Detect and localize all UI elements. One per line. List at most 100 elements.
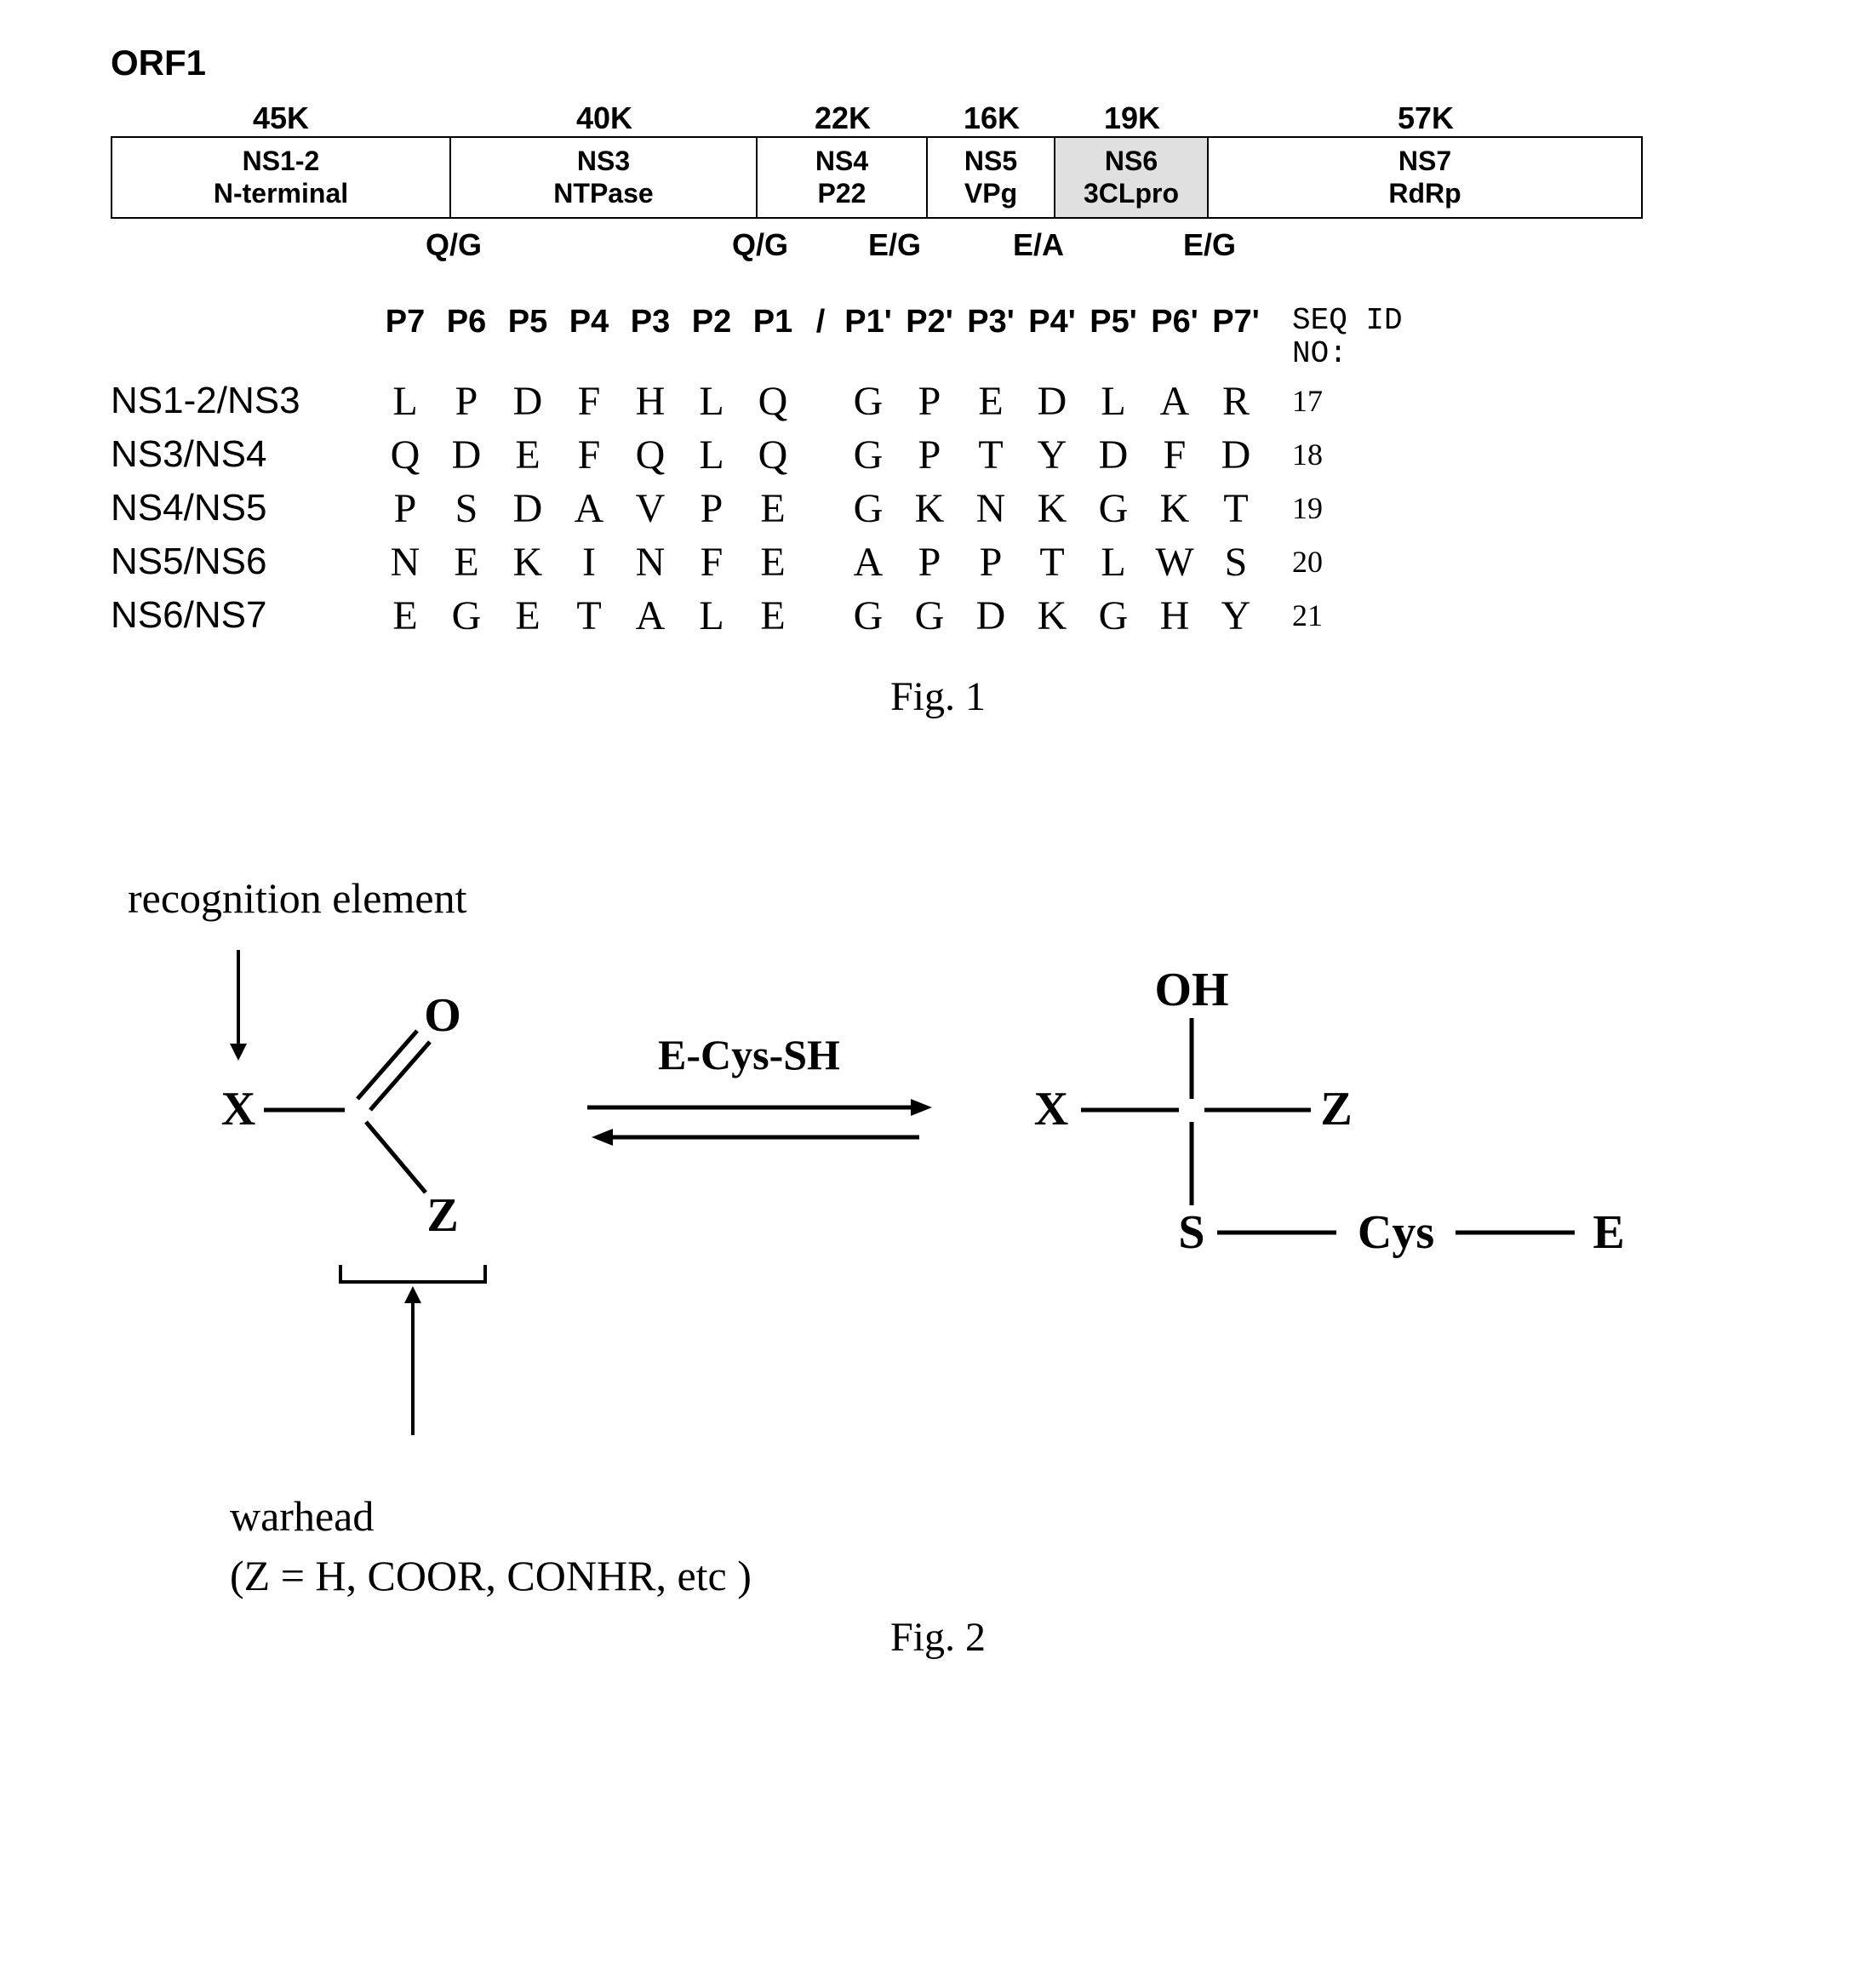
residue: F [558, 432, 620, 478]
sequence-row: NS1-2/NS3LPDFHLQGPEDLAR17 [111, 378, 1833, 425]
residue: E [375, 592, 436, 639]
protein-box: NS7RdRp [1209, 136, 1643, 219]
residue: P [899, 378, 960, 425]
residue: E [742, 485, 804, 532]
residue: K [899, 485, 960, 532]
protein-name: NS7 [1212, 145, 1638, 177]
residue: D [960, 592, 1021, 639]
seqid: 17 [1292, 383, 1323, 419]
right-OH: OH [1154, 964, 1228, 1016]
pos-slash: / [804, 304, 838, 371]
residue: D [497, 378, 558, 425]
protein-name: NS5 [931, 145, 1050, 177]
residue: S [436, 485, 497, 532]
fig1-caption: Fig. 1 [43, 673, 1833, 720]
residue: P [681, 485, 742, 532]
residue: L [681, 592, 742, 639]
protein-box: NS4P22 [758, 136, 928, 219]
residue: K [1021, 592, 1083, 639]
orf1-title: ORF1 [111, 43, 1833, 83]
recognition-label: recognition element [128, 873, 466, 923]
sequence-alignment: P7P6P5P4P3P2P1/P1'P2'P3'P4'P5'P6'P7'SEQ … [111, 304, 1833, 639]
residue: G [838, 432, 899, 478]
protein-name: NS1-2 [116, 145, 446, 177]
residue: L [681, 432, 742, 478]
residue: G [1083, 485, 1144, 532]
pos-header: P5' [1083, 304, 1144, 371]
seqid: 21 [1292, 598, 1323, 633]
size-labels-row: 45K40K22K16K19K57K [111, 100, 1833, 136]
pos-header: P3 [620, 304, 681, 371]
residue: L [1083, 539, 1144, 586]
pos-header: P4 [558, 304, 620, 371]
residue: P [899, 432, 960, 478]
protein-desc: P22 [761, 177, 923, 209]
residue: F [681, 539, 742, 586]
residue: A [1144, 378, 1205, 425]
figure-1: ORF1 45K40K22K16K19K57K NS1-2N-terminal N… [43, 43, 1833, 720]
position-headers: P7P6P5P4P3P2P1/P1'P2'P3'P4'P5'P6'P7'SEQ … [111, 304, 1833, 371]
residue: G [1083, 592, 1144, 639]
residue: T [1021, 539, 1083, 586]
pos-header: P2 [681, 304, 742, 371]
left-X: X [221, 1083, 255, 1136]
pos-header: P3' [960, 304, 1021, 371]
residue: L [375, 378, 436, 425]
cleavage-site-label: E/G [1183, 227, 1236, 263]
seq-label: NS3/NS4 [111, 433, 375, 476]
residue: H [1144, 592, 1205, 639]
warhead-bracket [340, 1265, 485, 1282]
left-Z: Z [426, 1189, 458, 1242]
residue: E [497, 592, 558, 639]
protein-box: NS5VPg [928, 136, 1055, 219]
reaction-scheme: X O Z E-Cys-SH X OH Z S [128, 924, 1660, 1435]
pos-header: P1' [838, 304, 899, 371]
eq-arrow-top-head [911, 1099, 932, 1116]
residue: E [742, 539, 804, 586]
cleavage-site-label: Q/G [426, 227, 482, 263]
seq-label: NS4/NS5 [111, 487, 375, 529]
residue: E [436, 539, 497, 586]
residue: A [620, 592, 681, 639]
seqid-header: SEQ IDNO: [1292, 304, 1403, 371]
protein-name: NS6 [1059, 145, 1204, 177]
residue: N [375, 539, 436, 586]
residue: D [1083, 432, 1144, 478]
pos-header: P6 [436, 304, 497, 371]
seqid: 19 [1292, 490, 1323, 526]
left-O: O [424, 989, 461, 1042]
pos-header: P4' [1021, 304, 1083, 371]
residue: V [620, 485, 681, 532]
bond-c-z [366, 1122, 426, 1193]
pos-header: P1 [742, 304, 804, 371]
residue: A [838, 539, 899, 586]
residue: D [1021, 378, 1083, 425]
size-label: 19K [1055, 100, 1209, 136]
residue: Y [1021, 432, 1083, 478]
fig2-caption: Fig. 2 [43, 1614, 1833, 1661]
reagent-text: E-Cys-SH [658, 1031, 840, 1078]
protein-desc: 3CLpro [1059, 177, 1204, 209]
residue: T [960, 432, 1021, 478]
right-E: E [1593, 1206, 1624, 1259]
sequence-row: NS3/NS4QDEFQLQGPTYDFD18 [111, 432, 1833, 478]
pos-header: P2' [899, 304, 960, 371]
residue: K [497, 539, 558, 586]
residue: D [497, 485, 558, 532]
protein-box: NS63CLpro [1055, 136, 1209, 219]
residue: E [960, 378, 1021, 425]
cleavage-sites-row: Q/GQ/GE/GE/AE/G [111, 227, 1833, 270]
residue: E [742, 592, 804, 639]
pos-header: P7 [375, 304, 436, 371]
size-label: 16K [928, 100, 1055, 136]
residue: L [1083, 378, 1144, 425]
protein-desc: N-terminal [116, 177, 446, 209]
warhead-sub: (Z = H, COOR, CONHR, etc ) [230, 1552, 752, 1599]
pos-header: P6' [1144, 304, 1205, 371]
residue: D [1205, 432, 1267, 478]
protein-domain-row: NS1-2N-terminalNS3NTPaseNS4P22NS5VPgNS63… [111, 136, 1833, 219]
residue: Y [1205, 592, 1267, 639]
protein-desc: VPg [931, 177, 1050, 209]
figure-2: recognition element X O Z E-Cys-SH X [43, 873, 1833, 1725]
residue: P [436, 378, 497, 425]
